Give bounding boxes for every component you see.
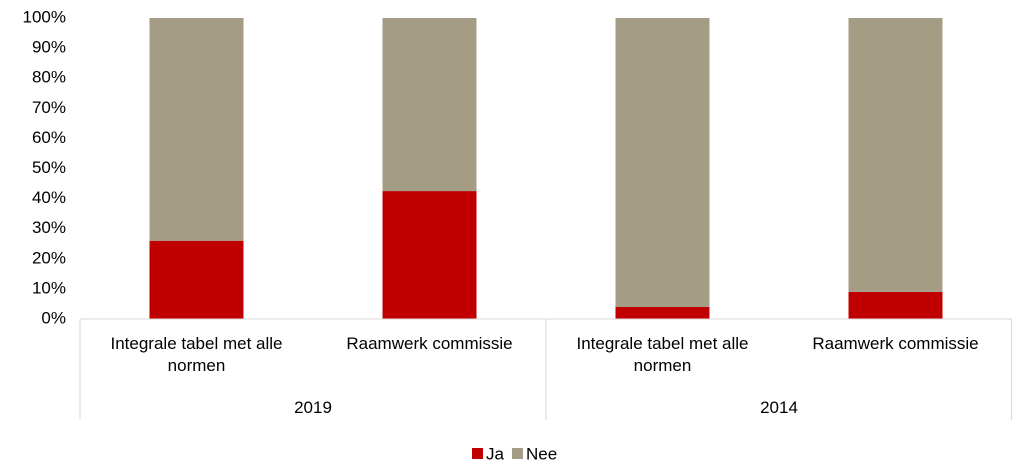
y-tick-label: 100% [23, 7, 66, 26]
x-tick-label: Integrale tabel met alle normen [110, 334, 283, 375]
y-tick-label: 0% [41, 308, 66, 327]
y-tick-label: 40% [32, 188, 66, 207]
bar-segment [382, 191, 477, 319]
x-tick-label: Raamwerk commissie [346, 334, 513, 353]
y-tick-label: 10% [32, 278, 66, 297]
legend-swatch [511, 448, 523, 459]
bar-segment [615, 18, 710, 307]
bar-segment [149, 18, 244, 241]
group-label: 2014 [760, 398, 798, 417]
bar-segment [848, 291, 943, 319]
x-tick-label: Integrale tabel met alle normen [576, 334, 749, 375]
y-tick-label: 70% [32, 98, 66, 117]
y-tick-label: 90% [32, 38, 66, 57]
y-tick-label: 60% [32, 128, 66, 147]
bar-segment [149, 240, 244, 319]
y-tick-label: 80% [32, 68, 66, 87]
legend-label: Ja [486, 444, 505, 463]
group-label: 2019 [294, 398, 332, 417]
bar-segment [382, 18, 477, 192]
y-tick-label: 30% [32, 218, 66, 237]
legend-swatch [472, 448, 483, 459]
y-tick-label: 20% [32, 248, 66, 267]
y-tick-label: 50% [32, 158, 66, 177]
x-tick-label: Raamwerk commissie [812, 334, 979, 353]
bar-segment [615, 306, 710, 319]
bar-segment [848, 18, 943, 292]
legend-label: Nee [526, 444, 557, 463]
